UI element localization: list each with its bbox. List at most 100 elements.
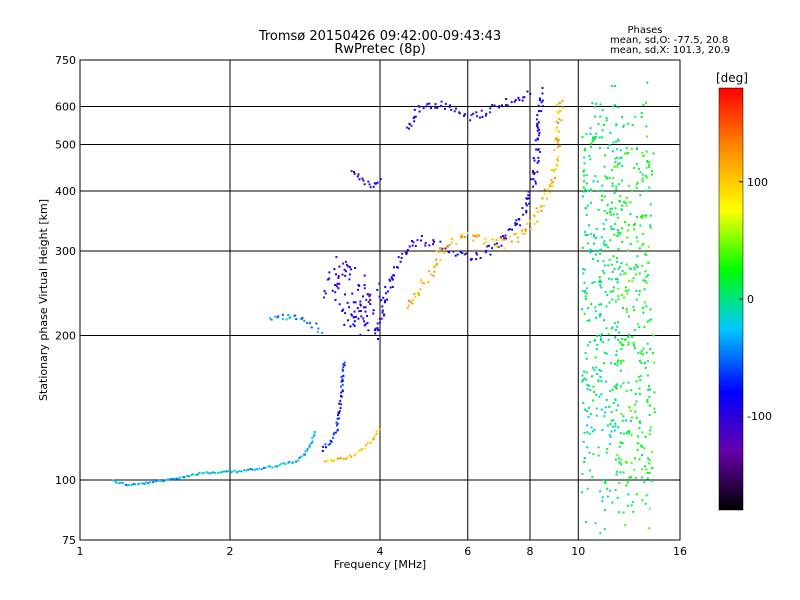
data-point — [528, 202, 531, 205]
data-point — [336, 417, 339, 420]
data-point — [619, 362, 622, 365]
data-point — [350, 268, 353, 271]
data-point — [344, 260, 347, 263]
data-point — [508, 228, 511, 230]
data-point — [338, 410, 341, 413]
data-point — [487, 244, 490, 247]
data-point — [628, 430, 631, 432]
data-point — [586, 344, 589, 347]
data-point — [529, 93, 532, 95]
data-point — [615, 260, 618, 263]
data-point — [615, 156, 618, 159]
data-point — [605, 327, 608, 330]
data-point — [592, 385, 595, 388]
data-point — [518, 99, 521, 101]
data-point — [650, 451, 653, 454]
data-point — [649, 404, 651, 407]
data-point — [616, 325, 619, 328]
data-point — [372, 312, 375, 315]
data-point — [420, 235, 423, 237]
data-point — [635, 400, 638, 403]
data-point — [645, 351, 648, 354]
data-point — [614, 458, 617, 461]
data-point — [557, 112, 560, 115]
data-point — [337, 428, 339, 431]
data-point — [518, 218, 521, 221]
data-point — [321, 450, 324, 452]
chart-title: Tromsø 20150426 09:42:00-09:43:43 — [258, 29, 501, 44]
data-point — [338, 457, 341, 460]
data-point — [219, 471, 222, 474]
data-point — [595, 407, 598, 410]
data-point — [317, 327, 320, 330]
data-point — [594, 115, 596, 118]
data-point — [627, 405, 630, 408]
data-point — [607, 147, 609, 150]
legend-line-x: mean, sd,X: 101.3, 20.9 — [610, 45, 730, 56]
data-point — [651, 467, 654, 469]
data-point — [439, 247, 442, 250]
data-point — [526, 222, 529, 225]
data-point — [420, 239, 422, 242]
data-point — [645, 125, 648, 128]
data-point — [653, 391, 656, 394]
data-point — [412, 117, 415, 119]
data-point — [179, 476, 182, 479]
data-point — [515, 232, 518, 235]
data-point — [599, 279, 601, 282]
y-tick-label: 500 — [55, 139, 76, 152]
data-point — [507, 228, 510, 231]
data-point — [583, 281, 586, 284]
data-point — [449, 104, 451, 107]
data-point — [532, 178, 535, 181]
data-point — [599, 252, 601, 255]
data-point — [649, 348, 652, 351]
data-point — [552, 169, 555, 171]
data-point — [582, 186, 585, 189]
data-point — [433, 240, 435, 243]
data-point — [640, 444, 642, 447]
data-point — [618, 157, 621, 160]
data-point — [602, 260, 605, 263]
data-point — [454, 254, 457, 257]
data-point — [335, 421, 338, 424]
data-point — [503, 247, 506, 250]
data-point — [205, 471, 208, 474]
data-point — [609, 290, 612, 293]
data-point — [456, 253, 459, 256]
data-point — [613, 267, 616, 270]
data-point — [536, 129, 539, 132]
data-point — [332, 436, 335, 439]
data-point — [453, 110, 456, 113]
data-point — [533, 222, 536, 225]
data-point — [183, 476, 186, 479]
data-point — [644, 215, 647, 218]
data-point — [627, 381, 630, 384]
data-point — [134, 483, 137, 486]
data-point — [160, 480, 163, 483]
data-point — [541, 87, 544, 89]
data-point — [636, 181, 639, 184]
data-point — [270, 318, 273, 321]
x-tick-label: 10 — [571, 545, 585, 558]
data-point — [559, 109, 562, 112]
data-point — [461, 235, 464, 238]
data-point — [646, 176, 649, 179]
data-point — [586, 446, 589, 449]
data-point — [535, 118, 538, 121]
data-point — [620, 359, 622, 362]
data-point — [648, 462, 651, 465]
data-point — [328, 277, 331, 280]
data-point — [397, 256, 400, 259]
data-point — [634, 115, 637, 118]
data-point — [604, 175, 607, 178]
data-point — [115, 481, 118, 484]
data-point — [592, 399, 595, 402]
data-point — [167, 478, 169, 481]
data-point — [594, 105, 597, 108]
data-point — [323, 296, 326, 299]
data-point — [628, 315, 630, 318]
data-point — [641, 217, 644, 220]
data-point — [634, 347, 636, 350]
data-point — [145, 481, 148, 484]
